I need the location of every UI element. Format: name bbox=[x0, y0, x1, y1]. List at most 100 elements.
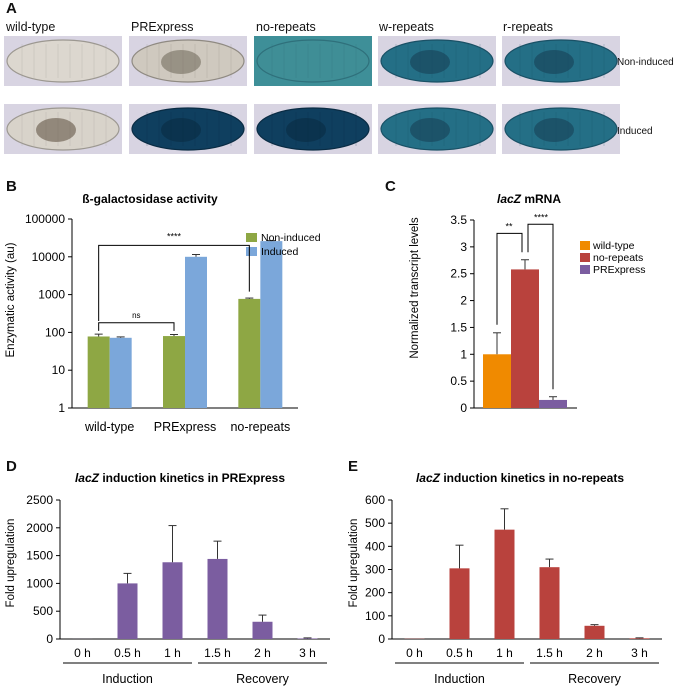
panel-a-label: A bbox=[6, 0, 17, 17]
y-tick-label: 0 bbox=[460, 401, 467, 415]
y-tick-label: 1000 bbox=[26, 576, 53, 590]
panel-b-label: B bbox=[6, 178, 17, 195]
y-tick-label: 0.5 bbox=[450, 374, 467, 388]
panel-c-label: C bbox=[385, 178, 396, 195]
bar bbox=[449, 568, 470, 639]
embryo-image bbox=[4, 104, 122, 154]
chart-d-title: lacZ induction kinetics in PRExpress bbox=[75, 471, 285, 485]
y-tick-label: 100 bbox=[45, 325, 65, 339]
bar bbox=[238, 298, 261, 408]
significance-bracket bbox=[98, 244, 250, 322]
group-label: Recovery bbox=[236, 672, 290, 686]
row-label-non-induced: Non-induced bbox=[617, 57, 674, 68]
x-tick-label: 1 h bbox=[496, 646, 513, 660]
legend-label: Non-induced bbox=[261, 232, 321, 244]
y-tick-label: 1000 bbox=[38, 288, 65, 302]
x-tick-label: 1.5 h bbox=[536, 646, 563, 660]
embryo-svg bbox=[4, 36, 122, 86]
embryo-svg bbox=[502, 104, 620, 154]
chart-e-title-rest: induction kinetics in no-repeats bbox=[440, 471, 624, 485]
embryo-stain bbox=[161, 118, 201, 142]
bar bbox=[163, 336, 185, 408]
embryo-image bbox=[254, 36, 372, 86]
bar bbox=[483, 354, 511, 408]
bar bbox=[207, 558, 228, 639]
embryo-svg bbox=[4, 104, 122, 154]
bar bbox=[629, 638, 650, 639]
chart-c-title: lacZ mRNA bbox=[497, 192, 561, 206]
legend-swatch bbox=[246, 247, 257, 256]
y-tick-label: 300 bbox=[365, 563, 385, 577]
embryo-stain bbox=[161, 50, 201, 74]
significance-bracket bbox=[496, 232, 523, 325]
embryo-body bbox=[6, 39, 120, 83]
chart-d-title-italic: lacZ bbox=[75, 471, 100, 485]
chart-c-ylabel: Normalized transcript levels bbox=[409, 217, 421, 358]
embryo-image bbox=[378, 104, 496, 154]
legend-label: no-repeats bbox=[593, 252, 643, 264]
x-tick-label: 0.5 h bbox=[446, 646, 473, 660]
x-tick-label: 0 h bbox=[406, 646, 423, 660]
significance-label: ** bbox=[505, 221, 513, 231]
legend-swatch bbox=[580, 265, 590, 274]
embryo-body bbox=[256, 39, 370, 83]
chart-c-title-italic: lacZ bbox=[497, 192, 522, 206]
y-tick-label: 1.5 bbox=[450, 320, 467, 334]
significance-label: **** bbox=[167, 231, 182, 241]
y-tick-label: 100000 bbox=[25, 212, 65, 226]
chart-e-ylabel: Fold upregulation bbox=[348, 519, 360, 608]
x-tick-label: 0.5 h bbox=[114, 646, 141, 660]
embryo-image bbox=[4, 36, 122, 86]
chart-d-title-rest: induction kinetics in PRExpress bbox=[99, 471, 285, 485]
legend-label: Induced bbox=[261, 246, 299, 258]
panel-d-label: D bbox=[6, 458, 17, 475]
col-label-no-repeats: no-repeats bbox=[256, 20, 316, 34]
x-tick-label: wild-type bbox=[84, 420, 134, 434]
y-tick-label: 2.5 bbox=[450, 267, 467, 281]
embryo-stain bbox=[410, 118, 450, 142]
embryo-stain bbox=[286, 118, 326, 142]
embryo-image bbox=[129, 104, 247, 154]
embryo-svg bbox=[254, 104, 372, 154]
bar bbox=[511, 269, 539, 408]
x-tick-label: PRExpress bbox=[154, 420, 217, 434]
chart-d-ylabel: Fold upregulation bbox=[5, 519, 17, 608]
bar bbox=[117, 583, 138, 639]
embryo-stain bbox=[534, 118, 574, 142]
y-tick-label: 0 bbox=[46, 632, 53, 646]
col-label-prexpress: PRExpress bbox=[131, 20, 194, 34]
significance-bracket bbox=[527, 223, 554, 390]
bar bbox=[539, 399, 567, 408]
y-tick-label: 100 bbox=[365, 609, 385, 623]
legend-swatch bbox=[580, 241, 590, 250]
y-tick-label: 0 bbox=[378, 632, 385, 646]
y-tick-label: 500 bbox=[33, 604, 53, 618]
row-label-induced: Induced bbox=[617, 126, 653, 137]
embryo-svg bbox=[378, 104, 496, 154]
col-label-r-repeats: r-repeats bbox=[503, 20, 554, 34]
col-label-w-repeats: w-repeats bbox=[379, 20, 434, 34]
chart-b-ylabel: Enzymatic activity (au) bbox=[5, 242, 17, 357]
x-tick-label: 2 h bbox=[254, 646, 271, 660]
embryo-stain bbox=[410, 50, 450, 74]
embryo-stain bbox=[36, 118, 76, 142]
embryo-svg bbox=[129, 36, 247, 86]
embryo-image bbox=[502, 36, 620, 86]
x-tick-label: no-repeats bbox=[230, 420, 290, 434]
chart-b-title: ß-galactosidase activity bbox=[82, 192, 218, 206]
legend-swatch bbox=[580, 253, 590, 262]
y-tick-label: 3 bbox=[460, 240, 467, 254]
y-tick-label: 10 bbox=[52, 363, 66, 377]
significance-bracket bbox=[98, 322, 175, 331]
bar bbox=[494, 529, 515, 639]
bar bbox=[185, 256, 207, 408]
chart-e-title-italic: lacZ bbox=[416, 471, 441, 485]
y-tick-label: 600 bbox=[365, 493, 385, 507]
y-tick-label: 1500 bbox=[26, 549, 53, 563]
y-tick-label: 2 bbox=[460, 294, 467, 308]
significance-label: ns bbox=[132, 311, 140, 320]
y-tick-label: 2500 bbox=[26, 493, 53, 507]
bar bbox=[297, 638, 318, 639]
x-tick-label: 3 h bbox=[299, 646, 316, 660]
y-tick-label: 3.5 bbox=[450, 213, 467, 227]
